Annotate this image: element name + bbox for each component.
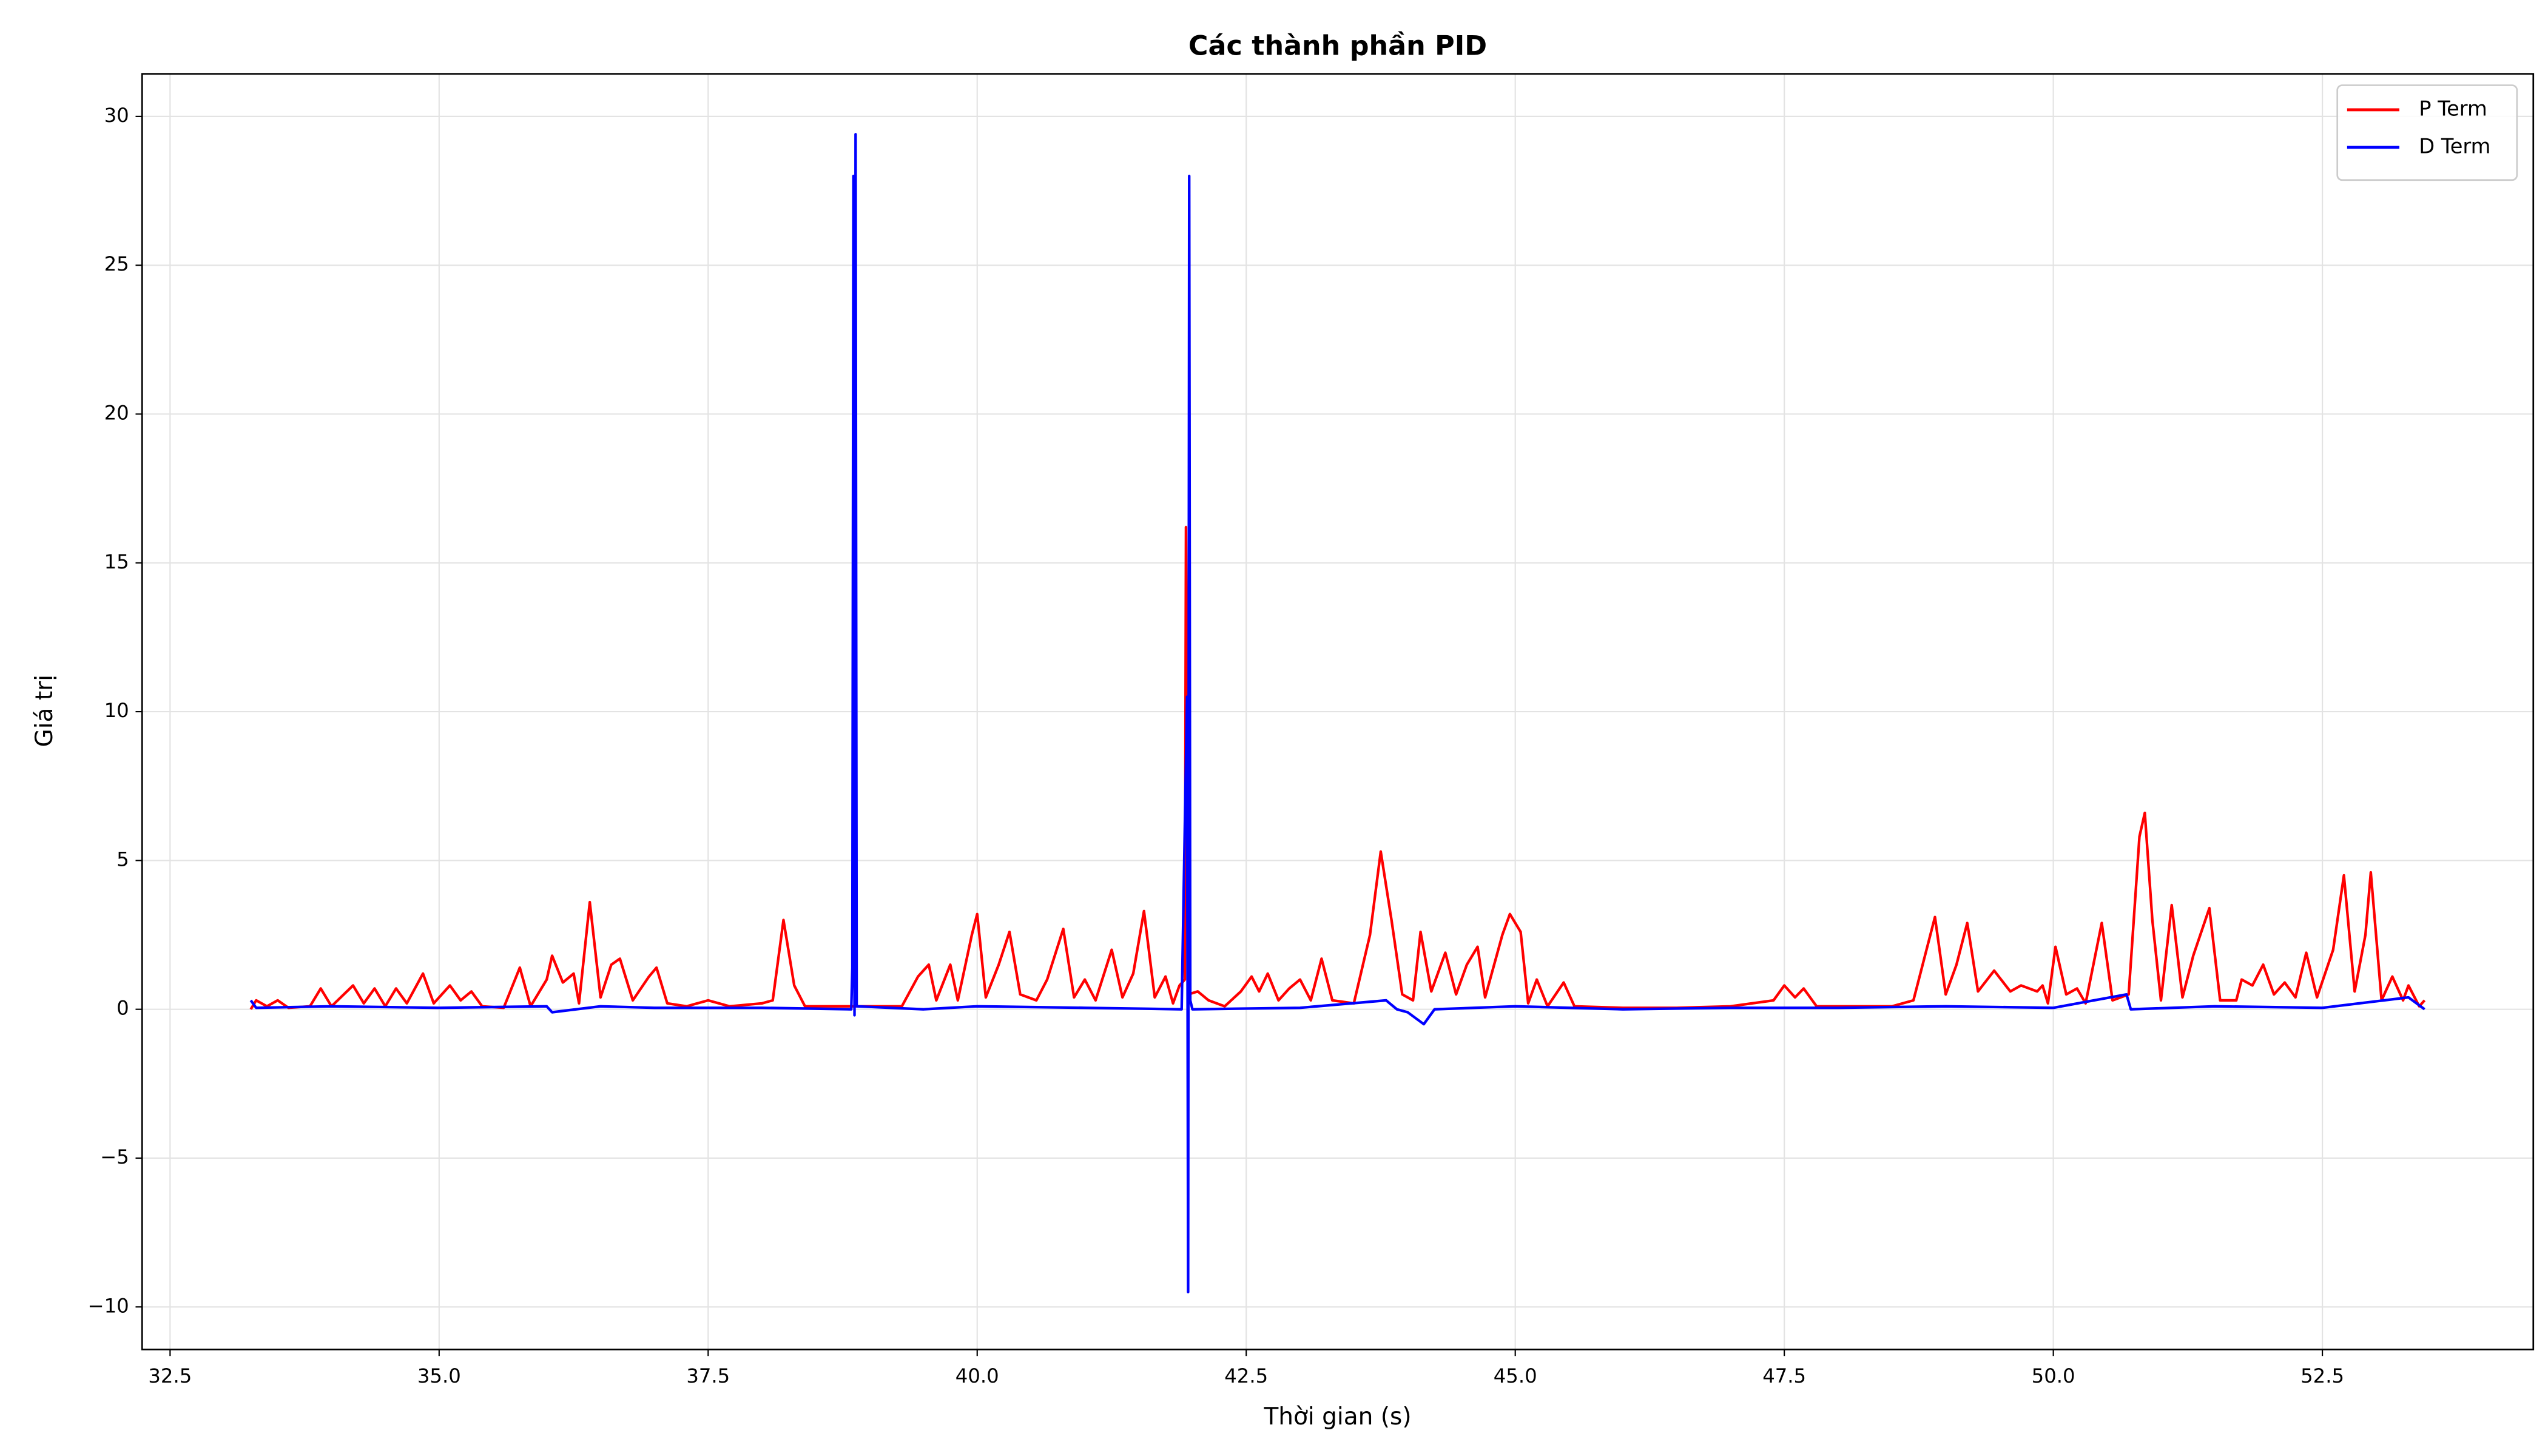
x-tick-label: 47.5 [1762, 1364, 1806, 1387]
x-tick-label: 35.0 [417, 1364, 461, 1387]
x-axis-label: Thời gian (s) [1263, 1403, 1411, 1431]
y-tick-label: −10 [88, 1294, 129, 1317]
legend-label: P Term [2419, 96, 2487, 120]
y-tick-label: 5 [116, 848, 129, 871]
x-tick-label: 37.5 [686, 1364, 730, 1387]
grid [142, 73, 2533, 1350]
x-tick-label: 40.0 [956, 1364, 999, 1387]
y-axis-label: Giá trị [31, 675, 58, 747]
y-tick-label: 0 [116, 997, 129, 1020]
y-tick-label: 20 [104, 401, 129, 424]
y-tick-label: −5 [100, 1145, 129, 1168]
y-tick-label: 25 [104, 252, 129, 275]
y-tick-label: 10 [104, 699, 129, 722]
x-tick-label: 52.5 [2300, 1364, 2344, 1387]
x-tick-label: 42.5 [1224, 1364, 1268, 1387]
chart-title: Các thành phần PID [1188, 31, 1487, 62]
legend: P Term D Term [2336, 84, 2518, 181]
y-tick-label: 30 [104, 104, 129, 127]
data-line [249, 133, 2425, 1293]
y-tick-label: 15 [104, 550, 129, 573]
plot-frame [141, 73, 2535, 1350]
x-tick-label: 45.0 [1494, 1364, 1537, 1387]
x-tick-label: 50.0 [2032, 1364, 2075, 1387]
x-tick-label: 32.5 [148, 1364, 192, 1387]
legend-label: D Term [2419, 134, 2490, 158]
data-line [249, 525, 2426, 1010]
